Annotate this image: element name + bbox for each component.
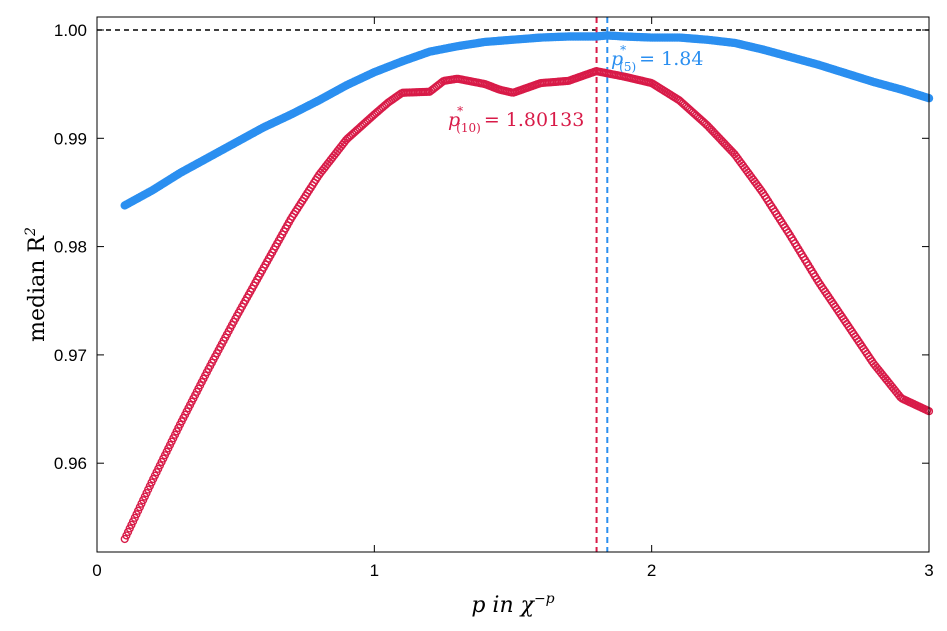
annotation-p5-symbol: p	[611, 48, 623, 70]
y-tick-label: 1.00	[54, 21, 87, 40]
y-tick-label: 0.98	[54, 238, 87, 257]
annotation-p10-superscript: *	[457, 104, 463, 118]
y-axis-title-text: median R	[25, 235, 50, 342]
annotation-p5-subscript: (5)	[619, 60, 636, 74]
y-axis-title-exponent: 2	[23, 227, 39, 237]
annotation-p5-superscript: *	[620, 43, 626, 57]
reference-lines	[97, 17, 929, 552]
annotation-p10: p* (10) = 1.80133	[448, 104, 584, 135]
x-tick-label: 1	[370, 561, 379, 580]
x-axis-title-exponent: −p	[534, 591, 555, 607]
x-tick-label: 0	[92, 561, 101, 580]
series-p10	[120, 67, 934, 544]
plot-frame	[96, 16, 930, 553]
annotation-p10-value: = 1.80133	[484, 109, 585, 131]
annotation-p10-symbol: p	[448, 109, 460, 131]
x-tick-label: 3	[924, 561, 933, 580]
annotation-p5: p* (5) = 1.84	[611, 43, 703, 74]
series-p5	[120, 31, 934, 210]
y-tick-label: 0.96	[54, 454, 87, 473]
y-axis-title: median R2	[23, 227, 50, 342]
series-layer	[120, 31, 934, 544]
x-tick-label: 2	[647, 561, 656, 580]
x-axis-title: p in χ−p	[471, 591, 554, 618]
x-axis-title-text: p in χ	[471, 593, 535, 618]
annotation-p10-subscript: (10)	[456, 121, 481, 135]
axis-ticks: 0 1 2 3 0.96 0.97 0.98 0.99 1.00	[54, 17, 934, 580]
annotation-p5-value: = 1.84	[639, 48, 703, 70]
y-tick-label: 0.97	[54, 346, 87, 365]
y-tick-label: 0.99	[54, 129, 87, 148]
